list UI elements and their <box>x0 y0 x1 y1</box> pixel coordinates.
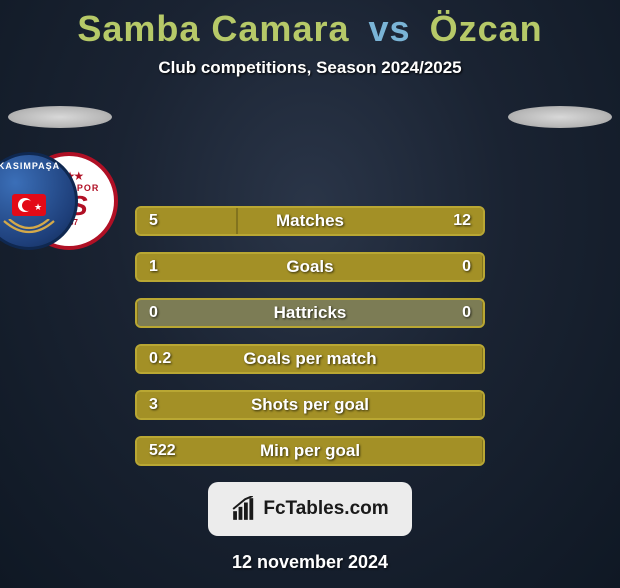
player2-name: Özcan <box>430 8 543 49</box>
stat-row: 522Min per goal <box>135 436 485 466</box>
rope-icon <box>0 219 59 239</box>
stat-label: Shots per goal <box>137 392 483 418</box>
logo-right-arc: KASIMPAŞA <box>0 161 60 171</box>
stat-row: 5Matches12 <box>135 206 485 236</box>
stat-value-right: 0 <box>450 254 483 280</box>
stats-bars: 5Matches121Goals00Hattricks00.2Goals per… <box>135 204 485 466</box>
watermark: FcTables.com <box>208 482 412 536</box>
stat-label: Matches <box>137 208 483 234</box>
stat-label: Hattricks <box>137 300 483 326</box>
stat-label: Goals <box>137 254 483 280</box>
vs-text: vs <box>369 8 411 49</box>
stat-value-right: 12 <box>441 208 483 234</box>
stat-row: 0.2Goals per match <box>135 344 485 374</box>
watermark-text: FcTables.com <box>263 498 388 520</box>
stat-label: Goals per match <box>137 346 483 372</box>
turkey-flag-icon: ★ <box>12 194 46 216</box>
stat-row: 3Shots per goal <box>135 390 485 420</box>
stat-row: 0Hattricks0 <box>135 298 485 328</box>
stat-row: 1Goals0 <box>135 252 485 282</box>
stat-value-right: 0 <box>450 300 483 326</box>
stat-label: Min per goal <box>137 438 483 464</box>
platform-right <box>508 106 612 128</box>
stat-value-right <box>459 392 483 418</box>
platform-left <box>8 106 112 128</box>
date-text: 12 november 2024 <box>0 552 620 573</box>
stat-value-right <box>459 438 483 464</box>
stat-value-right <box>459 346 483 372</box>
comparison-title: Samba Camara vs Özcan <box>0 8 620 50</box>
player1-name: Samba Camara <box>77 8 349 49</box>
comparison-stage: ★★★ SIVASSPOR SS 1967 KASIMPAŞA ★ 5Match… <box>0 106 620 466</box>
subtitle: Club competitions, Season 2024/2025 <box>0 58 620 78</box>
chart-icon <box>231 496 257 522</box>
